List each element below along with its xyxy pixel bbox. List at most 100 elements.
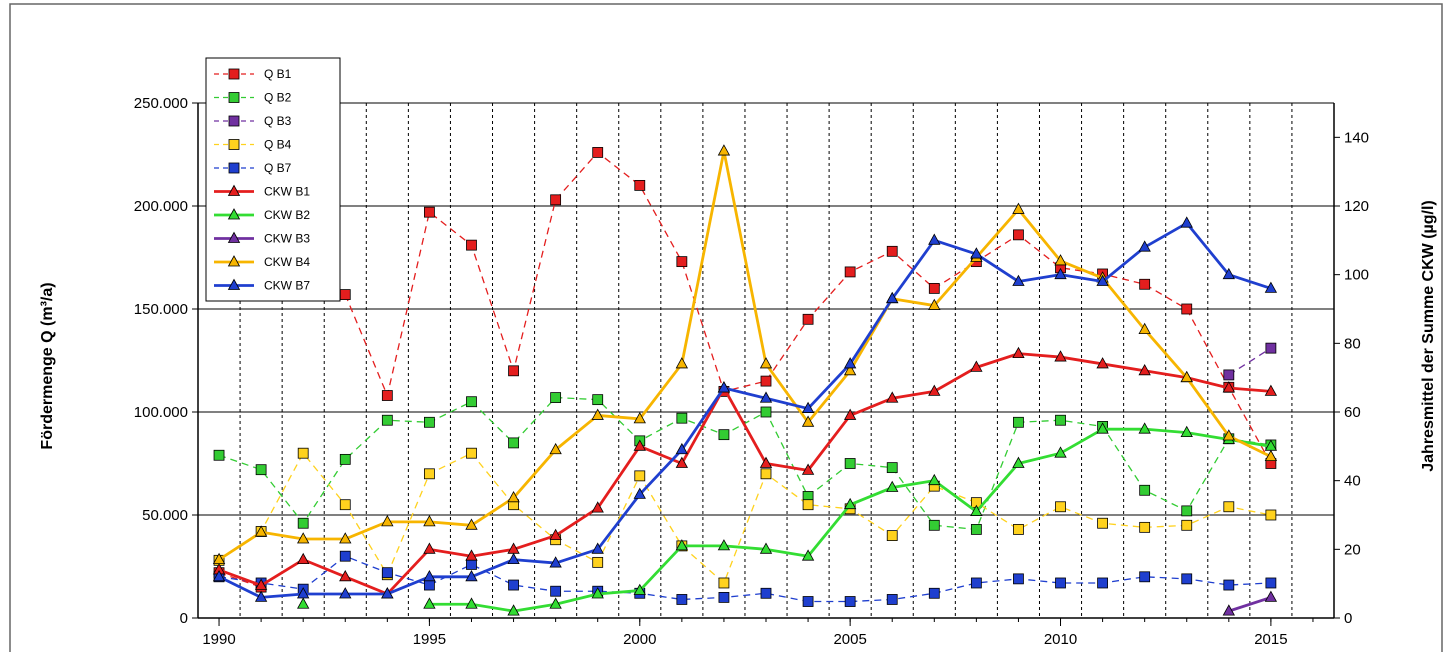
data-point-ckw-b4 [591,408,604,420]
data-point-q-b7 [1055,577,1066,589]
legend-marker-q-b3 [228,115,240,127]
data-point-ckw-b7 [381,587,394,599]
data-point-ckw-b7 [843,357,857,369]
legend-label-q-b4: Q B4 [264,138,292,152]
data-point-q-b7 [970,577,982,589]
data-point-q-b3 [1265,342,1277,354]
data-point-ckw-b4 [507,491,520,503]
y-tick-label: 0 [180,610,188,627]
x-tick-label: 2010 [1044,631,1077,648]
legend-entry-q-b7: Q B7 [214,161,292,175]
legend-marker-q-b7 [228,162,240,174]
data-point-ckw-b4 [254,525,268,537]
data-point-q-b7 [550,585,562,597]
data-point-q-b2 [550,392,562,403]
legend-entry-q-b2: Q B2 [214,91,292,105]
data-point-q-b7 [928,587,940,599]
data-point-q-b7 [466,559,477,570]
data-point-ckw-b4 [549,442,562,455]
legend-marker-q-b2 [228,92,240,103]
data-point-q-b7 [1181,573,1193,585]
data-point-ckw-b2 [1180,425,1193,438]
data-point-q-b1 [466,239,477,251]
data-point-ckw-b1 [465,549,478,561]
legend-entry-q-b4: Q B4 [214,138,292,152]
series-line-q-b7 [218,555,1271,603]
data-point-ckw-b2 [549,597,562,609]
data-point-ckw-b2 [1096,422,1109,434]
series-q-b2 [213,392,1277,535]
data-point-q-b2 [339,453,351,465]
data-point-q-b2 [928,519,940,531]
data-point-ckw-b2 [801,549,815,561]
data-point-q-b2 [592,394,604,406]
legend-entry-q-b3: Q B3 [214,114,292,128]
data-point-q-b1 [676,256,688,268]
data-point-ckw-b7 [1138,240,1151,252]
data-point-ckw-b7 [297,587,310,599]
data-point-q-b7 [508,579,519,591]
series-line-ckw-b4 [218,149,1272,561]
series-ckw-b4 [212,144,1278,565]
data-point-ckw-b2 [970,504,983,516]
series-q-b3 [1223,342,1277,381]
data-point-q-b7 [1097,577,1108,589]
data-point-ckw-b7 [633,487,646,499]
y2-tick-label: 120 [1344,198,1369,215]
x-tick-label: 2005 [833,631,866,648]
data-point-ckw-b1 [1264,384,1278,396]
data-point-ckw-b1 [549,528,562,540]
data-point-ckw-b2 [675,539,689,551]
data-point-q-b7 [1265,577,1277,589]
data-point-q-b1 [760,375,772,387]
data-point-ckw-b7 [465,569,478,582]
legend-marker-ckw-b3 [227,231,241,243]
series-line-ckw-b1 [218,352,1272,596]
data-point-ckw-b2 [297,597,310,609]
data-point-ckw-b4 [1222,429,1235,441]
data-point-q-b7 [1223,579,1235,591]
series-line-q-b1 [218,572,262,588]
legend-marker-ckw-b7 [227,278,241,290]
data-point-q-b1 [928,282,940,294]
legend-label-ckw-b3: CKW B3 [264,232,310,246]
data-point-q-b2 [508,437,519,449]
series-ckw-b1 [212,346,1278,599]
data-point-q-b7 [1139,571,1151,583]
axes: 0 50.000 100.000 150.000 200.000 250.000 0 20 40… [134,95,1369,648]
data-point-q-b7 [886,594,898,605]
data-point-ckw-b7 [717,381,731,393]
series-line-ckw-b7 [218,221,1272,599]
data-point-ckw-b1 [970,360,983,372]
series-q-b7 [213,550,1277,607]
legend-marker-ckw-b2 [227,208,241,220]
data-point-ckw-b4 [717,144,731,156]
data-point-ckw-b2 [591,587,604,599]
data-point-ckw-b4 [1180,370,1193,383]
data-point-ckw-b1 [1096,357,1109,369]
data-point-ckw-b4 [759,357,773,369]
data-point-ckw-b4 [465,518,478,530]
data-point-ckw-b2 [507,604,520,616]
data-point-q-b7 [1013,573,1024,585]
data-point-q-b7 [760,587,772,599]
data-point-ckw-b1 [423,542,436,554]
data-point-q-b2 [1181,505,1193,517]
data-point-ckw-b7 [675,442,689,455]
data-point-q-b1 [424,206,435,218]
data-point-q-b2 [255,464,267,476]
y2-tick-label: 20 [1344,541,1361,558]
legend-entry-q-b1: Q B1 [214,67,292,81]
data-point-ckw-b1 [886,391,899,403]
data-point-q-b2 [1139,484,1151,496]
data-point-ckw-b3 [1222,604,1235,616]
x-tick-label: 1995 [413,631,446,648]
data-point-ckw-b1 [1054,350,1067,362]
data-point-ckw-b1 [633,439,646,451]
data-point-q-b1 [550,194,562,206]
data-point-q-b4 [1223,501,1235,513]
data-point-q-b4 [339,499,351,511]
series-line-q-b4 [218,452,1272,584]
data-point-q-b1 [802,313,814,325]
legend-entry-ckw-b2: CKW B2 [214,208,310,222]
